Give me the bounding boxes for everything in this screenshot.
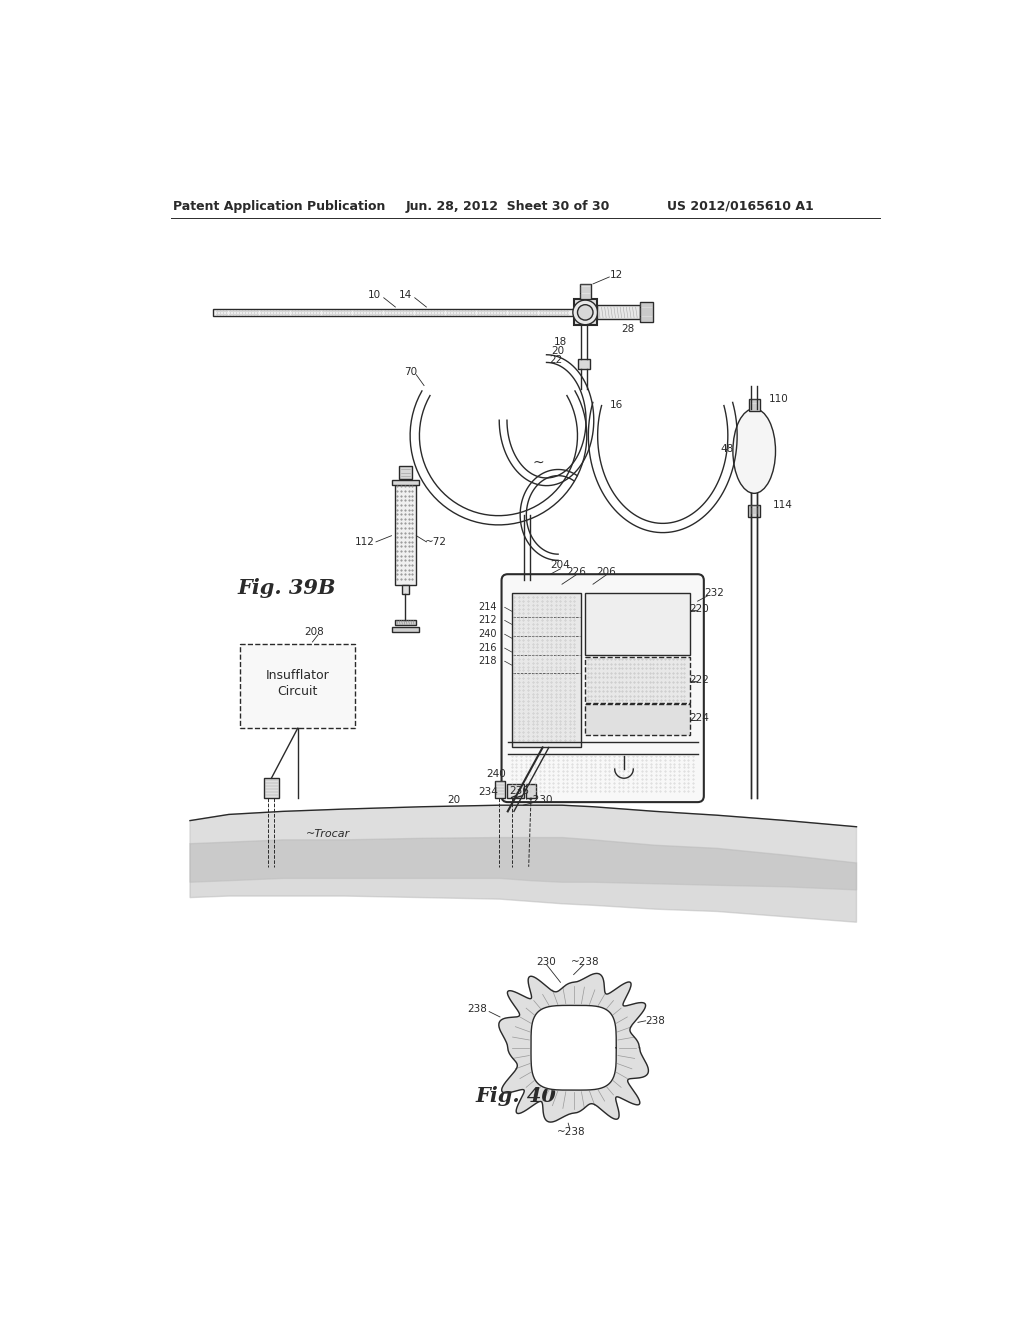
Bar bbox=[748, 506, 761, 517]
Ellipse shape bbox=[733, 409, 775, 494]
Text: 20: 20 bbox=[446, 795, 460, 805]
Bar bbox=[525, 784, 537, 797]
Text: 220: 220 bbox=[689, 603, 709, 614]
Bar bbox=[395, 619, 416, 626]
Text: 226: 226 bbox=[566, 566, 586, 577]
Bar bbox=[586, 705, 690, 735]
Text: 240: 240 bbox=[486, 770, 506, 779]
Bar bbox=[395, 484, 416, 585]
Text: ~230: ~230 bbox=[524, 795, 553, 805]
Text: 224: 224 bbox=[689, 713, 709, 723]
Polygon shape bbox=[531, 1006, 616, 1090]
Text: ~238: ~238 bbox=[557, 1127, 586, 1138]
Text: 212: 212 bbox=[478, 615, 497, 626]
Bar bbox=[573, 300, 597, 326]
Text: 206: 206 bbox=[596, 566, 616, 577]
Bar bbox=[213, 309, 573, 317]
Text: ~72: ~72 bbox=[425, 537, 446, 546]
Bar bbox=[392, 480, 419, 484]
Text: Insufflator: Insufflator bbox=[266, 669, 330, 682]
Text: 10: 10 bbox=[368, 289, 381, 300]
Bar bbox=[392, 627, 419, 632]
Text: 218: 218 bbox=[478, 656, 497, 667]
Text: Jun. 28, 2012  Sheet 30 of 30: Jun. 28, 2012 Sheet 30 of 30 bbox=[406, 199, 610, 213]
Text: 114: 114 bbox=[773, 500, 793, 510]
Text: 16: 16 bbox=[609, 400, 623, 409]
Polygon shape bbox=[531, 1006, 616, 1090]
Text: 230: 230 bbox=[537, 957, 556, 966]
Text: ~Trocar: ~Trocar bbox=[306, 829, 350, 840]
Text: Patent Application Publication: Patent Application Publication bbox=[173, 199, 385, 213]
Bar bbox=[586, 656, 690, 702]
Text: 18: 18 bbox=[554, 337, 567, 347]
Text: 12: 12 bbox=[609, 271, 623, 280]
Bar bbox=[640, 302, 653, 322]
Bar bbox=[586, 594, 690, 655]
Text: ~: ~ bbox=[532, 455, 545, 470]
Text: 240: 240 bbox=[478, 630, 497, 639]
Bar bbox=[749, 399, 760, 411]
Bar bbox=[512, 594, 582, 747]
Text: 204: 204 bbox=[551, 560, 570, 570]
Polygon shape bbox=[190, 805, 856, 890]
Bar bbox=[401, 585, 410, 594]
Bar bbox=[580, 284, 591, 300]
Bar bbox=[263, 779, 280, 797]
Polygon shape bbox=[190, 837, 856, 923]
Circle shape bbox=[578, 305, 593, 321]
Text: US 2012/0165610 A1: US 2012/0165610 A1 bbox=[667, 199, 814, 213]
Text: 14: 14 bbox=[398, 289, 412, 300]
Text: Fig. 39B: Fig. 39B bbox=[238, 578, 336, 598]
Text: 214: 214 bbox=[478, 602, 497, 612]
Text: 216: 216 bbox=[478, 643, 497, 653]
Text: 236: 236 bbox=[509, 787, 529, 796]
Bar bbox=[399, 466, 412, 479]
Text: 20: 20 bbox=[552, 346, 564, 356]
Text: 222: 222 bbox=[689, 675, 709, 685]
Text: 110: 110 bbox=[769, 395, 788, 404]
Text: 22: 22 bbox=[549, 355, 562, 366]
Bar bbox=[495, 780, 506, 797]
Circle shape bbox=[572, 300, 598, 325]
Text: ~238: ~238 bbox=[571, 957, 600, 966]
FancyBboxPatch shape bbox=[502, 574, 703, 803]
Text: 48: 48 bbox=[721, 445, 734, 454]
Bar bbox=[241, 644, 355, 729]
Bar bbox=[507, 784, 524, 797]
Text: 208: 208 bbox=[304, 627, 324, 638]
Bar bbox=[597, 305, 640, 319]
Text: 70: 70 bbox=[404, 367, 418, 378]
Text: 232: 232 bbox=[705, 589, 725, 598]
Text: Circuit: Circuit bbox=[278, 685, 317, 698]
Text: 238: 238 bbox=[467, 1005, 486, 1014]
Text: 28: 28 bbox=[622, 325, 635, 334]
Text: 112: 112 bbox=[354, 537, 375, 546]
Bar bbox=[578, 359, 590, 370]
Text: 238: 238 bbox=[645, 1016, 665, 1026]
Text: Fig. 40: Fig. 40 bbox=[475, 1086, 556, 1106]
Text: 234: 234 bbox=[478, 787, 499, 797]
Polygon shape bbox=[499, 973, 648, 1122]
